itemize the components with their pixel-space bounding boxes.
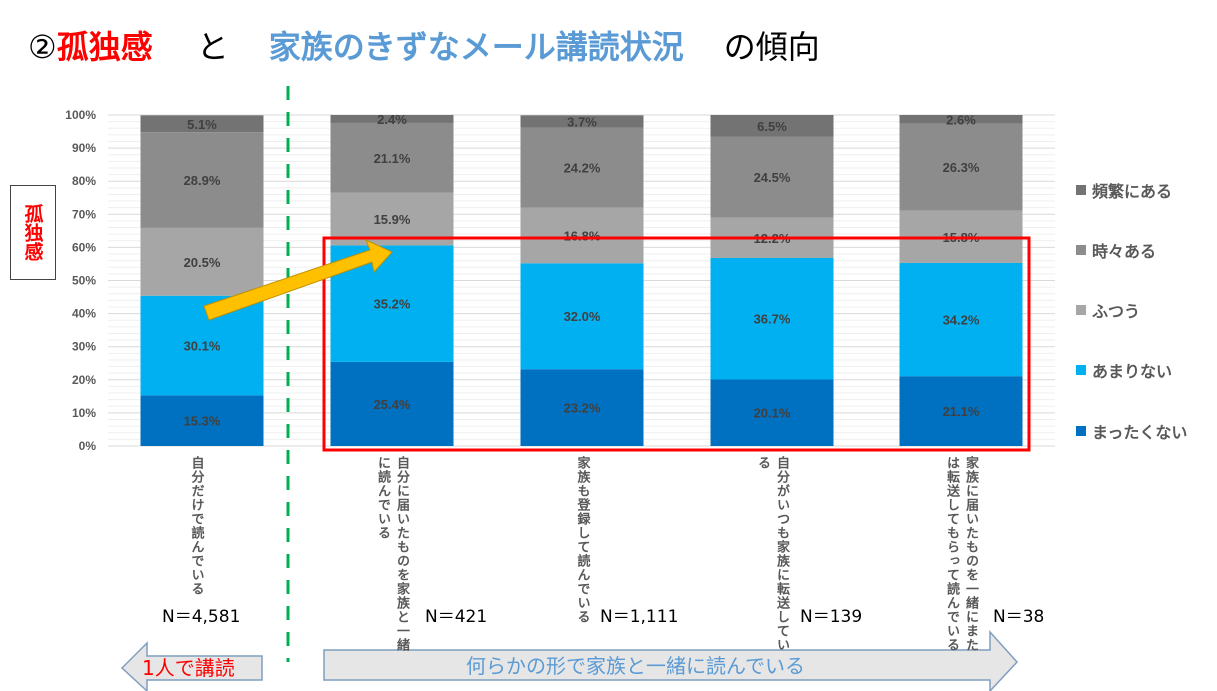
data-label: 24.5% bbox=[754, 170, 791, 185]
sample-size-label: N＝421 bbox=[425, 607, 488, 627]
left-arrow-shape bbox=[120, 641, 263, 691]
sample-size-label: N＝139 bbox=[800, 607, 863, 627]
data-label: 28.9% bbox=[184, 173, 221, 188]
bar-segment bbox=[899, 376, 1023, 446]
data-label: 24.2% bbox=[564, 161, 601, 176]
category-label: 家族も登録して読んでいる bbox=[574, 456, 590, 624]
right-arrow-shape bbox=[323, 630, 1019, 691]
y-tick-label: 30% bbox=[72, 340, 96, 354]
title-number: ② bbox=[28, 28, 57, 66]
data-label: 32.0% bbox=[564, 309, 601, 324]
data-label: 26.3% bbox=[943, 160, 980, 175]
y-tick-label: 90% bbox=[72, 141, 96, 155]
data-label: 3.7% bbox=[567, 114, 597, 129]
y-tick-label: 40% bbox=[72, 307, 96, 321]
bar-segment bbox=[140, 227, 264, 296]
data-label: 2.4% bbox=[377, 112, 407, 127]
bar-segment bbox=[330, 122, 454, 193]
sample-size-label: N＝38 bbox=[993, 607, 1045, 627]
legend-label: まったくない bbox=[1092, 423, 1188, 442]
bar-segment bbox=[710, 115, 834, 137]
bar-segment bbox=[710, 379, 834, 446]
y-tick-label: 60% bbox=[72, 240, 96, 254]
data-label: 34.2% bbox=[943, 313, 980, 328]
data-label: 25.4% bbox=[374, 397, 411, 412]
data-label: 15.3% bbox=[184, 414, 221, 429]
data-label: 23.2% bbox=[564, 401, 601, 416]
bar-segment bbox=[140, 295, 264, 396]
data-label: 20.5% bbox=[184, 255, 221, 270]
highlight-box bbox=[322, 236, 1031, 452]
bar-segment bbox=[710, 136, 834, 218]
legend-item: 時々ある bbox=[1076, 238, 1156, 262]
y-tick-label: 0% bbox=[79, 439, 97, 453]
legend-item: ふつう bbox=[1076, 298, 1140, 322]
category-label: 自分に届いたものを家族と一緒 に読んでいる bbox=[375, 456, 409, 652]
legend-item: 頻繁にある bbox=[1076, 178, 1172, 202]
sample-size-label: N＝1,111 bbox=[600, 607, 679, 627]
legend-label: あまりない bbox=[1092, 362, 1173, 381]
y-tick-label: 50% bbox=[72, 274, 96, 288]
legend-item: あまりない bbox=[1076, 358, 1172, 382]
bar-segment bbox=[520, 369, 644, 446]
bar-segment bbox=[520, 115, 644, 128]
bar-segment bbox=[140, 132, 264, 228]
title-loneliness: 孤独感 bbox=[56, 28, 153, 66]
legend-swatch bbox=[1076, 185, 1086, 195]
data-label: 5.1% bbox=[187, 117, 217, 132]
data-label: 2.6% bbox=[946, 112, 976, 127]
legend-swatch bbox=[1076, 426, 1086, 436]
data-label: 16.8% bbox=[564, 228, 601, 243]
title-and: と bbox=[196, 28, 229, 66]
category-label: 自分だけで読んでいる bbox=[188, 456, 204, 596]
right-arrow-label: 何らかの形で家族と一緒に読んでいる bbox=[466, 654, 805, 678]
bar-segment bbox=[330, 361, 454, 446]
sample-size-label: N＝4,581 bbox=[162, 607, 241, 627]
title-mail-reading: 家族のきずなメール講読状況 bbox=[268, 28, 684, 66]
trend-arrow-icon bbox=[203, 239, 393, 321]
data-label: 30.1% bbox=[184, 339, 221, 354]
data-label: 21.1% bbox=[374, 151, 411, 166]
bar-segment bbox=[899, 123, 1023, 211]
legend-swatch bbox=[1076, 305, 1086, 315]
bar-segment bbox=[899, 115, 1023, 124]
legend-label: ふつう bbox=[1092, 302, 1141, 321]
category-label: 自分がいつも家族に転送してい る bbox=[755, 456, 789, 652]
slide-title: ②孤独感 と 家族のきずなメール講読状況 の傾向 bbox=[28, 22, 820, 68]
y-tick-label: 70% bbox=[72, 207, 96, 221]
data-label: 35.2% bbox=[374, 297, 411, 312]
bar-segment bbox=[520, 263, 644, 370]
left-arrow-label: 1人で講読 bbox=[142, 656, 235, 680]
y-axis-side-label: 孤独感 bbox=[10, 185, 56, 280]
y-tick-label: 80% bbox=[72, 174, 96, 188]
legend-item: まったくない bbox=[1076, 419, 1187, 443]
bar-segment bbox=[710, 257, 834, 380]
legend-swatch bbox=[1076, 365, 1086, 375]
bar-segment bbox=[140, 115, 264, 133]
y-tick-label: 100% bbox=[65, 108, 96, 122]
legend-label: 頻繁にある bbox=[1092, 182, 1173, 201]
bar-segment bbox=[520, 207, 644, 264]
bar-segment bbox=[330, 115, 454, 123]
data-label: 21.1% bbox=[943, 404, 980, 419]
legend-swatch bbox=[1076, 245, 1086, 255]
category-label: 家族に届いたものを一緒にまた は転送してもらって読んでいる bbox=[944, 456, 978, 652]
y-tick-label: 10% bbox=[72, 406, 96, 420]
y-tick-label: 20% bbox=[72, 373, 96, 387]
data-label: 15.9% bbox=[374, 212, 411, 227]
legend-label: 時々ある bbox=[1092, 242, 1157, 261]
bar-segment bbox=[899, 262, 1023, 377]
bar-segment bbox=[140, 395, 264, 446]
bar-segment bbox=[520, 127, 644, 208]
title-tail: の傾向 bbox=[723, 28, 820, 66]
data-label: 6.5% bbox=[757, 119, 787, 134]
data-label: 20.1% bbox=[754, 406, 791, 421]
data-label: 36.7% bbox=[754, 312, 791, 327]
